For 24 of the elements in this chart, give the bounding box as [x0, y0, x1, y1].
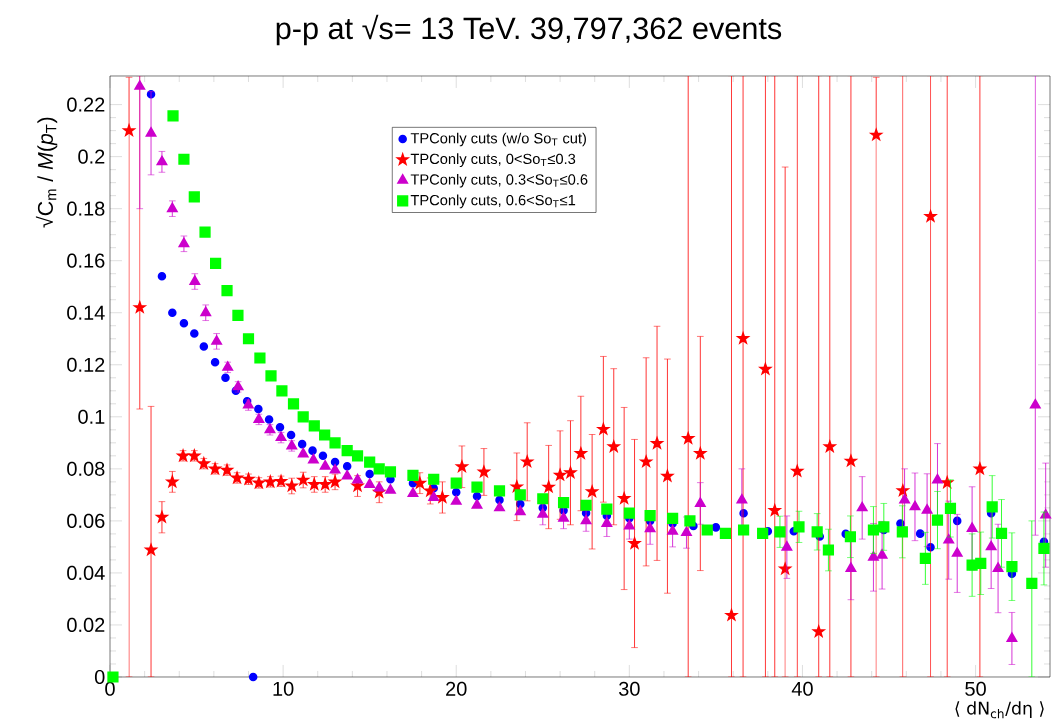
- x-tick-label: 20: [446, 681, 467, 696]
- legend-label: TPConly cuts, 0.3<So$_{T}$≤0.6: [410, 173, 588, 188]
- y-tick-label: 0.14: [67, 305, 105, 320]
- y-tick-label: 0.18: [67, 201, 105, 216]
- x-tick-label: 30: [618, 681, 640, 696]
- y-tick-label: 0.08: [67, 461, 105, 476]
- x-tick-label: 10: [273, 681, 294, 696]
- x-tick-label: 50: [965, 681, 986, 696]
- chart-title: p-p at √s= 13 TeV. 39,797,362 events: [276, 14, 782, 46]
- x-axis-title: ⟨ dN$_{ch}$/dη ⟩: [955, 701, 1044, 719]
- y-tick-label: 0.04: [67, 565, 105, 580]
- y-tick-label: 0: [94, 669, 105, 685]
- y-tick-label: 0.02: [67, 617, 105, 633]
- legend-label: TPConly cuts, 0<So$_{T}$≤0.3: [410, 153, 576, 167]
- x-tick-label: 0: [105, 681, 115, 696]
- y-tick-label: 0.2: [78, 149, 105, 164]
- y-tick-label: 0.06: [67, 513, 105, 528]
- legend-label: TPConly cuts, 0.6<So$_{T}$≤1: [410, 194, 576, 209]
- y-tick-label: 0.12: [67, 357, 105, 372]
- y-tick-label: 0.22: [67, 97, 105, 112]
- y-tick-label: 0.1: [78, 409, 105, 424]
- legend-label: TPConly cuts (w/o So$_{T}$ cut): [410, 132, 586, 147]
- y-tick-label: 0.16: [67, 253, 105, 268]
- x-tick-label: 40: [791, 681, 813, 696]
